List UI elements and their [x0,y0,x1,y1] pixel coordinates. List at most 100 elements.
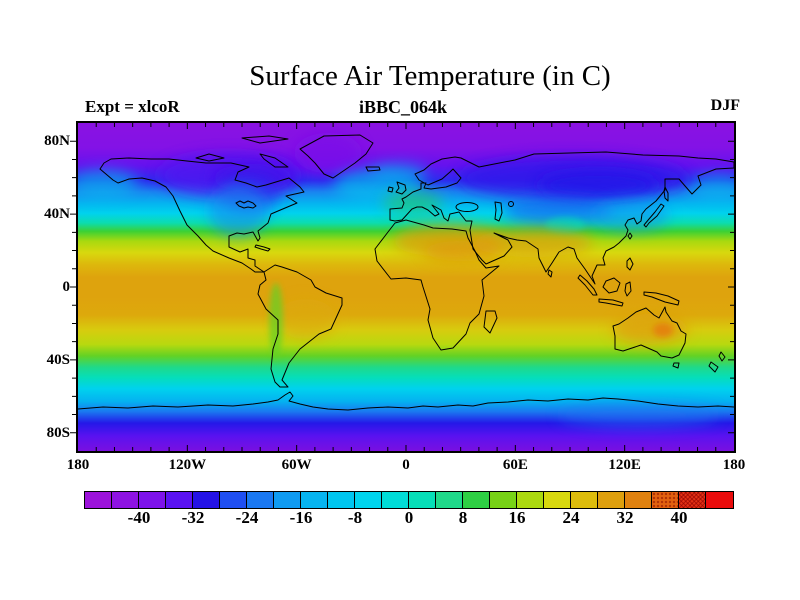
coast-caspian-sea [494,201,503,222]
colorbar-cell-12-to-16 [490,492,517,508]
coast-arctic-island-baffin [259,153,289,168]
lon-label-180: 180 [722,457,746,473]
colorbar-cell-40-to-44 [679,492,706,508]
colorbar-cell-0-to-4 [409,492,436,508]
coast-cuba [254,244,271,252]
tick-marks-path [70,123,734,451]
coast-great-lakes [235,200,257,209]
lon-label-180: 180 [66,457,90,473]
coast-tasmania [672,362,680,369]
lat-label-80S: 80S [46,424,70,441]
coast-britain [395,181,407,195]
season-label: DJF [710,97,740,114]
coast-madagascar [483,310,498,334]
colorbar-cell-32-to-36 [625,492,652,508]
coast-sulawesi [624,281,632,297]
colorbar-cell--24-to--20 [247,492,274,508]
colorbar-label-8: 8 [458,508,468,527]
coast-new-zealand-south [708,361,719,373]
coast-taiwan [627,232,633,240]
run-id-label: iBBC_064k [358,97,448,117]
anomaly-europe-mild [383,191,443,215]
lon-label-120E: 120E [608,457,641,473]
anomaly-npacific-warm-west [78,170,138,196]
colorbar-cell-44-to-48 [706,492,733,508]
colorbar-cell--32-to--28 [193,492,220,508]
anomaly-andes-cool [269,283,283,359]
coast-sakhalin [663,186,669,202]
colorbar-label--8: -8 [347,508,363,527]
coast-iceland [365,166,381,172]
anomaly-australia-hot-core [653,323,673,337]
colorbar-cell--40-to--36 [139,492,166,508]
coast-sumatra [577,274,598,296]
colorbar-cell--28-to--24 [220,492,247,508]
coastlines [78,134,734,411]
coast-borneo [602,277,621,294]
colorbar-cell-36-to-40 [652,492,679,508]
temperature-anomaly-blobs [78,133,734,427]
coast-ireland [387,186,394,193]
colorbar-label-32: 32 [616,508,634,527]
colorbar-cell--16-to--12 [301,492,328,508]
anomaly-npacific-warm-east [690,175,734,199]
temperature-field [78,123,734,451]
anomaly-siberia-cold-core [538,171,658,199]
coast-greenland [299,134,374,179]
colorbar-cell--48-to--44 [85,492,112,508]
lon-label-60E: 60E [502,457,528,473]
temperature-colorbar [84,491,734,509]
colorbar-cell--8-to--4 [355,492,382,508]
anomaly-samerica-warm [276,299,336,339]
axis-tick-marks [70,123,734,451]
anomaly-antarctic-interior-blue [558,403,718,427]
coast-philippines [626,257,634,271]
lon-label-0: 0 [402,457,410,473]
colorbar-cell-28-to-32 [598,492,625,508]
anomaly-central-asia-cold [503,197,613,225]
lat-label-40S: 40S [46,351,70,368]
lat-label-0: 0 [62,279,71,295]
page-title: Surface Air Temperature (in C) [249,60,611,92]
coast-arctic-island-victoria [195,153,225,162]
lon-label-120W: 120W [168,457,207,473]
anomaly-australia-warm [612,314,688,344]
lat-label-40N: 40N [44,206,70,223]
colorbar-cell--36-to--32 [166,492,193,508]
coast-africa [374,219,500,351]
anomaly-east-asia-cold [593,199,669,231]
lon-label-60W: 60W [281,457,312,473]
colorbar-cell--4-to-0 [382,492,409,508]
anomaly-na-cold-tongue-south [208,185,268,237]
colorbar-label-40: 40 [670,508,688,527]
coast-sri-lanka [547,269,553,278]
colorbar-label-0: 0 [404,508,414,527]
coast-australia [612,306,687,359]
coast-north-america [99,157,305,273]
colorbar-cell--20-to--16 [274,492,301,508]
coast-eurasia [389,151,734,285]
colorbar-cell--12-to--8 [328,492,355,508]
colorbar-cell--44-to--40 [112,492,139,508]
colorbar-label--16: -16 [289,508,313,527]
anomaly-tibet-cool [545,217,585,233]
coast-japan [643,203,665,228]
colorbar-label--24: -24 [235,508,259,527]
coast-south-america [257,264,343,388]
coast-new-zealand-north [718,351,726,362]
colorbar-cell-16-to-20 [517,492,544,508]
experiment-label: Expt = xlcoR [85,97,180,116]
colorbar-label-16: 16 [508,508,526,527]
colorbar-cell-8-to-12 [463,492,490,508]
anomaly-norway-warm [372,163,428,183]
colorbar-label--32: -32 [181,508,205,527]
colorbar-cell-4-to-8 [436,492,463,508]
colorbar-cell-20-to-24 [544,492,571,508]
coast-antarctica [78,391,734,411]
temperature-map [70,121,736,453]
coast-arctic-island-ellesmere [241,135,289,144]
colorbar-cell-24-to-28 [571,492,598,508]
colorbar-label-24: 24 [562,508,580,527]
map-svg [70,123,734,451]
